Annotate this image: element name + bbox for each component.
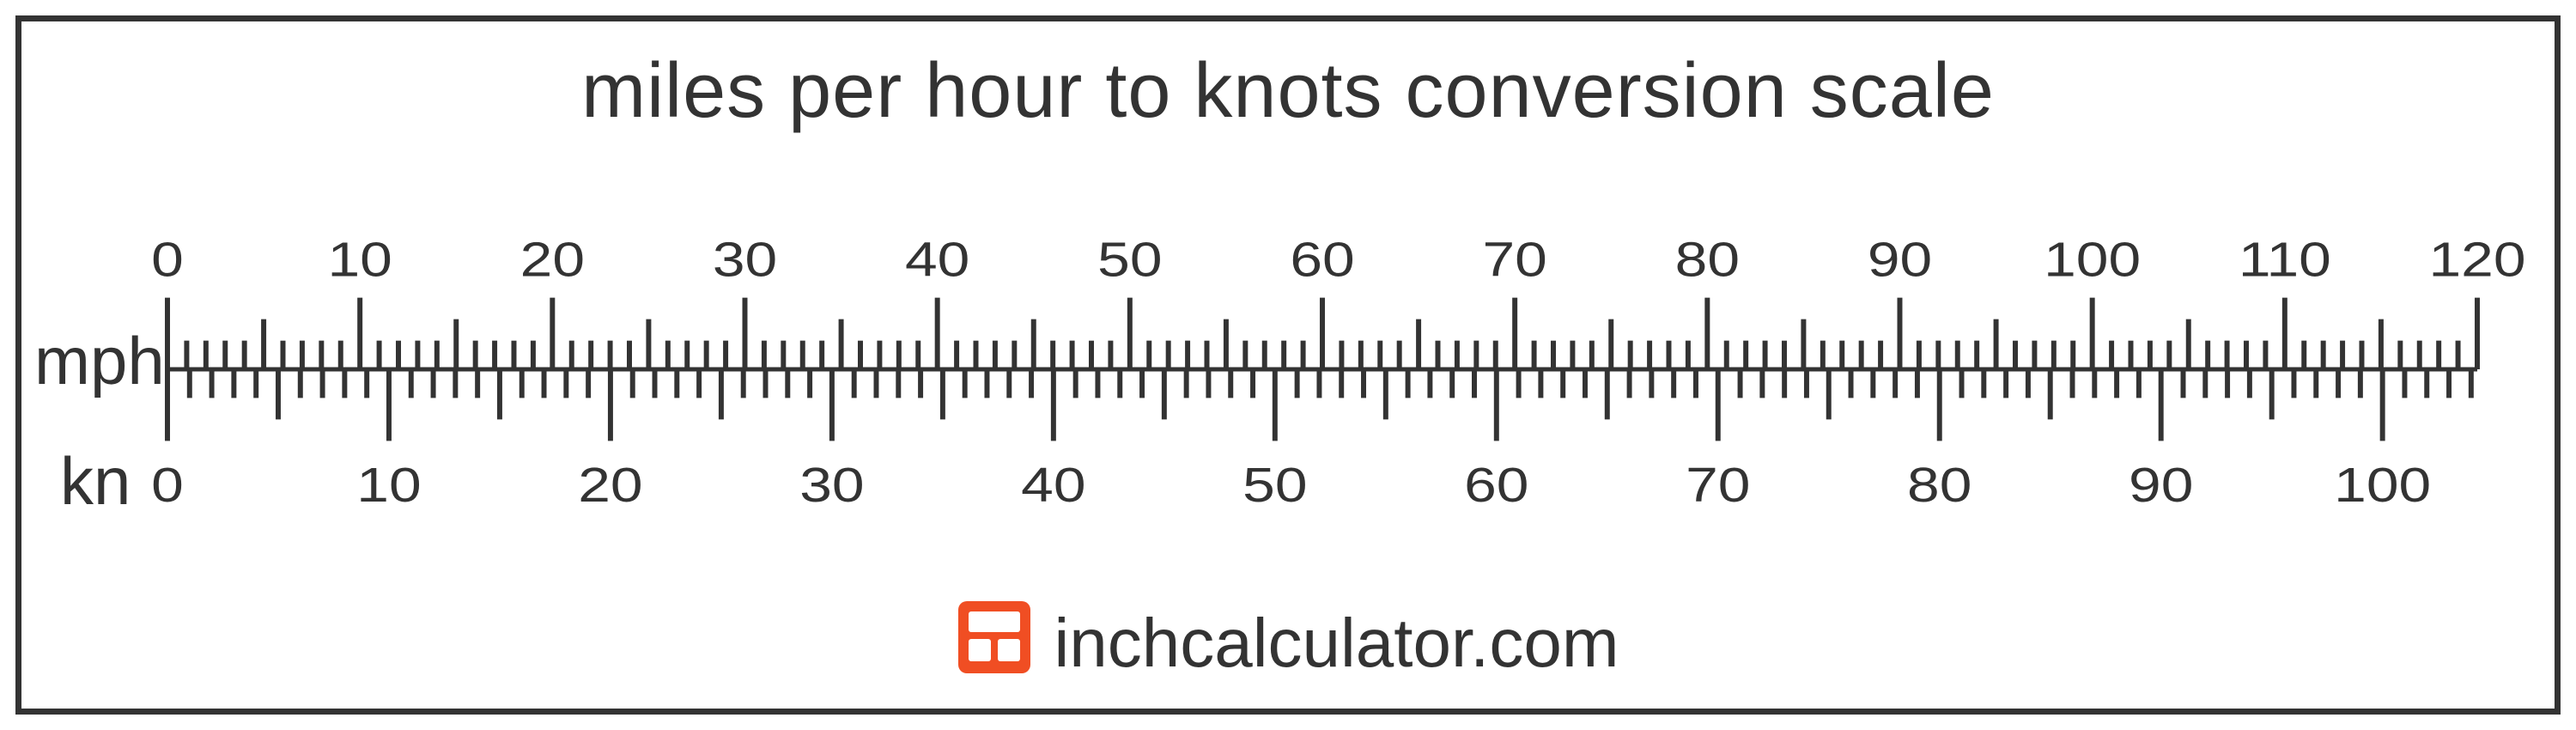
frame: miles per hour to knots conversion scale… [15,15,2561,715]
svg-text:90: 90 [2129,458,2193,513]
unit-label-kn: kn [60,442,131,520]
svg-text:50: 50 [1242,458,1307,513]
svg-text:110: 110 [2239,233,2331,288]
outer-container: miles per hour to knots conversion scale… [0,0,2576,730]
svg-text:10: 10 [327,233,392,288]
svg-text:70: 70 [1686,458,1750,513]
svg-text:70: 70 [1482,233,1546,288]
svg-text:40: 40 [905,233,969,288]
svg-text:10: 10 [356,458,421,513]
svg-text:0: 0 [151,233,184,288]
unit-label-mph: mph [34,322,165,400]
svg-text:40: 40 [1021,458,1085,513]
svg-text:30: 30 [713,233,777,288]
chart-title: miles per hour to knots conversion scale [21,47,2555,136]
branding: inchcalculator.com [21,599,2555,683]
svg-text:100: 100 [2334,458,2431,513]
svg-text:80: 80 [1675,233,1740,288]
svg-text:30: 30 [799,458,864,513]
svg-text:80: 80 [1907,458,1971,513]
svg-text:60: 60 [1290,233,1354,288]
logo-icon [957,599,1032,675]
svg-text:20: 20 [578,458,642,513]
svg-text:0: 0 [151,458,184,513]
svg-text:50: 50 [1097,233,1162,288]
svg-text:20: 20 [520,233,585,288]
ruler-area: mph kn 010203040506070809010011012001020… [167,219,2477,520]
branding-text: inchcalculator.com [1054,605,1619,681]
svg-text:90: 90 [1868,233,1932,288]
svg-text:100: 100 [2044,233,2141,288]
svg-text:60: 60 [1464,458,1528,513]
ruler-svg: 0102030405060708090100110120010203040506… [167,219,2477,520]
svg-text:120: 120 [2428,233,2525,288]
